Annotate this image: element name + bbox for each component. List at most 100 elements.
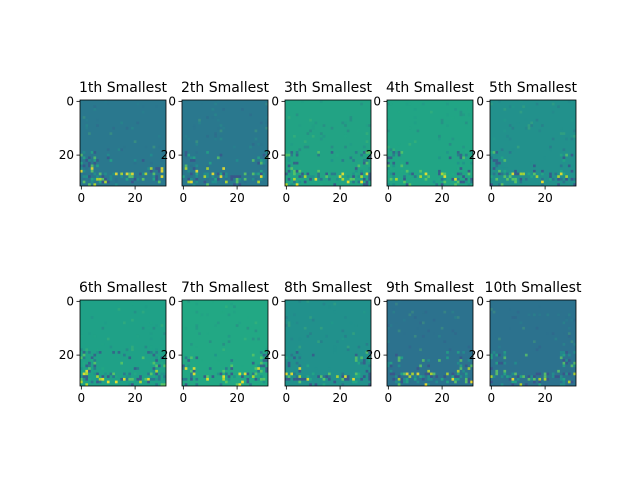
heatmap-pixel xyxy=(157,375,161,378)
heatmap-pixel xyxy=(508,105,512,109)
heatmap-pixel xyxy=(203,375,207,378)
heatmap-pixel xyxy=(155,324,158,327)
heatmap-pixel xyxy=(341,121,345,125)
y-tick-label: 0 xyxy=(66,94,74,108)
heatmap-pixel xyxy=(259,121,263,125)
heatmap-pixel xyxy=(562,332,566,335)
heatmap-pixel xyxy=(443,180,447,184)
heatmap-pixel xyxy=(503,159,507,162)
heatmap-pixel xyxy=(309,175,312,178)
heatmap-pixel xyxy=(467,359,471,362)
heatmap-pixel xyxy=(190,356,193,360)
heatmap-pixel xyxy=(413,140,417,143)
heatmap-pixel xyxy=(295,348,299,352)
heatmap-pixel xyxy=(365,343,369,346)
heatmap-pixel xyxy=(508,308,512,311)
heatmap-pixel xyxy=(454,375,457,378)
heatmap-pixel xyxy=(451,345,455,349)
heatmap-pixel xyxy=(397,383,401,386)
heatmap-pixel xyxy=(395,364,398,368)
heatmap-pixel xyxy=(319,132,323,135)
heatmap-pixel xyxy=(456,172,460,176)
heatmap-pixel xyxy=(490,356,493,360)
heatmap-pixel xyxy=(306,172,310,176)
heatmap-pixel xyxy=(163,364,166,368)
heatmap-pixel xyxy=(360,172,363,176)
heatmap-pixel xyxy=(403,180,406,184)
heatmap-pixel xyxy=(554,337,558,341)
heatmap-pixel xyxy=(440,177,444,181)
heatmap-pixel xyxy=(365,340,369,343)
heatmap-pixel xyxy=(549,145,552,149)
heatmap-pixel xyxy=(152,353,156,357)
heatmap-pixel xyxy=(421,377,425,381)
heatmap-pixel xyxy=(405,169,409,173)
heatmap-pixel xyxy=(203,175,207,178)
heatmap-pixel xyxy=(211,175,215,178)
y-tick-label: 20 xyxy=(264,148,279,162)
heatmap-pixel xyxy=(516,359,520,362)
heatmap-pixel xyxy=(421,102,425,106)
heatmap-pixel xyxy=(149,332,153,335)
heatmap-pixel xyxy=(451,116,455,119)
heatmap-pixel xyxy=(573,129,576,133)
heatmap-pixel xyxy=(301,377,304,381)
heatmap-pixels xyxy=(285,100,371,186)
heatmap-pixel xyxy=(451,329,455,333)
heatmap-pixel xyxy=(319,183,323,186)
heatmap-pixel xyxy=(85,126,89,130)
heatmap-pixel xyxy=(459,167,463,170)
heatmap-pixel xyxy=(322,383,326,386)
heatmap-pixel xyxy=(216,100,220,103)
heatmap-pixel xyxy=(285,316,288,319)
heatmap-pixel xyxy=(500,183,504,186)
heatmap-pixel xyxy=(562,361,566,365)
heatmap-pixel xyxy=(562,180,566,184)
heatmap-pixel xyxy=(411,172,414,176)
heatmap-pixel xyxy=(96,175,99,178)
heatmap-pixel xyxy=(206,377,209,381)
heatmap-pixel xyxy=(155,377,158,381)
heatmap-pixel xyxy=(257,364,260,368)
heatmap-pixel xyxy=(392,310,396,314)
heatmap-pixel xyxy=(298,169,302,173)
heatmap-pixel xyxy=(368,151,371,154)
heatmap-pixel xyxy=(464,175,468,178)
heatmap-pixel xyxy=(419,169,422,173)
heatmap-pixel xyxy=(262,359,266,362)
heatmap-pixel xyxy=(259,356,263,360)
heatmap-pixel xyxy=(206,313,209,317)
heatmap-pixel xyxy=(85,348,89,352)
heatmap-pixel xyxy=(365,172,369,176)
heatmap-pixel xyxy=(443,172,447,176)
heatmap-pixel xyxy=(344,375,347,378)
heatmap-pixel xyxy=(133,140,137,143)
heatmap-pixel xyxy=(243,177,247,181)
heatmap-pixel xyxy=(492,137,496,141)
heatmap-pixel xyxy=(341,172,345,176)
heatmap-pixel xyxy=(573,372,576,376)
heatmap-pixel xyxy=(262,175,266,178)
heatmap-pixel xyxy=(368,377,371,381)
heatmap-pixel xyxy=(80,169,83,173)
heatmap-pixel xyxy=(454,177,457,181)
heatmap-pixel xyxy=(408,183,412,186)
heatmap-pixel xyxy=(254,129,258,133)
heatmap-pixel xyxy=(543,375,547,378)
heatmap-pixel xyxy=(131,126,134,130)
heatmap-pixels xyxy=(80,100,166,186)
heatmap-pixel xyxy=(357,180,361,184)
heatmap-pixels xyxy=(285,300,371,386)
heatmap-pixel xyxy=(219,172,223,176)
heatmap-pixel xyxy=(392,151,396,154)
heatmap-pixel xyxy=(344,121,347,125)
subplot-panel: 0 0 20 20 7th Smallest xyxy=(161,280,270,405)
heatmap-pixel xyxy=(93,361,97,365)
heatmap-pixel xyxy=(365,351,369,354)
heatmap-pixel xyxy=(233,145,236,149)
heatmap-pixel xyxy=(500,361,504,365)
heatmap-pixel xyxy=(195,143,199,146)
heatmap-pixel xyxy=(182,364,185,368)
heatmap-pixel xyxy=(80,161,83,165)
heatmap-pixel xyxy=(438,169,441,173)
